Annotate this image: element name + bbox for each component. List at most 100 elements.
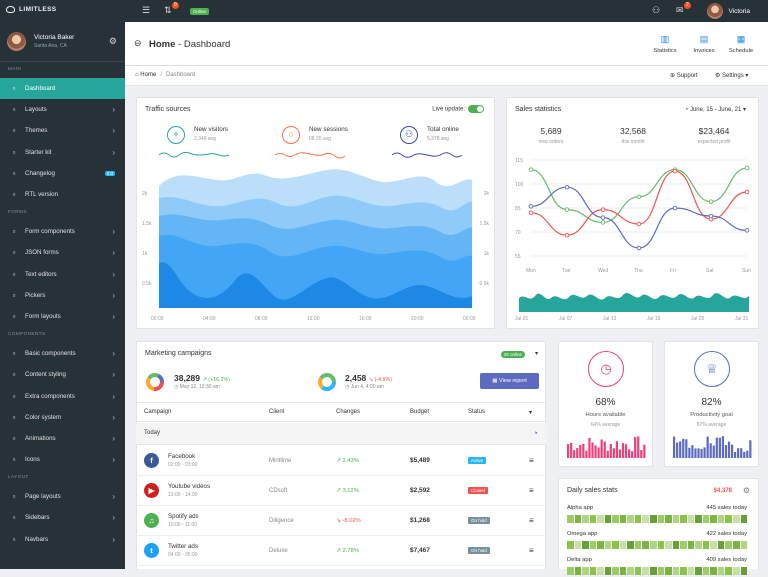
sidebar-item-basic-components[interactable]: ▫ Basic components › [0, 343, 125, 364]
sidebar-item-changelog[interactable]: ▫ Changelog 2.0 [0, 163, 125, 184]
star-icon: ▫ [12, 455, 16, 465]
bar [579, 444, 582, 458]
clock-icon: ◷ [588, 351, 624, 387]
kpi-1-date: ◷ May 12, 12:30 am [174, 384, 220, 390]
sidebar-item-themes[interactable]: ▫ Themes › [0, 120, 125, 141]
sidebar-item-text-editors[interactable]: ▫ Text editors › [0, 264, 125, 285]
col-status[interactable]: Status [468, 409, 486, 415]
bar [606, 450, 609, 458]
sparkline-online [391, 152, 463, 158]
breadcrumb-home[interactable]: Home [140, 72, 157, 78]
statistics-button[interactable]: ▥ Statistics [647, 34, 683, 54]
heat-cell [657, 541, 665, 549]
sidebar-item-dashboard[interactable]: ▫ Dashboard [0, 78, 125, 100]
sidebar-item-layouts[interactable]: ▫ Layouts › [0, 99, 125, 120]
support-link[interactable]: ⊕ Support [670, 73, 698, 79]
status-badge[interactable]: On hold [468, 517, 490, 524]
sidebar-item-json-forms[interactable]: ▫ JSON forms › [0, 242, 125, 263]
table-row[interactable]: f Facebook 02:00 - 03:00 Mintlime ↗ 2.43% $5,… [136, 446, 546, 476]
profit-label: expected profit [697, 139, 731, 145]
group-label: Today [144, 430, 161, 436]
client-name: Mintlime [269, 458, 292, 464]
chevron-down-icon[interactable]: ▾ [534, 351, 538, 357]
sidebar-item-form-layouts[interactable]: ▫ Form layouts › [0, 306, 125, 327]
y-tick-left: 1k [142, 251, 148, 257]
sidebar-item-extra-components[interactable]: ▫ Extra components › [0, 385, 125, 406]
sidebar-item-rtl-version[interactable]: ▫ RTL version [0, 184, 125, 205]
sidebar-toggle-icon[interactable]: ☰ [142, 5, 151, 15]
date-range-picker[interactable]: ◔ June, 15 - June, 21 ▾ [684, 107, 746, 113]
table-row[interactable]: ♫ Spotify ads 10:00 - 11:00 Diligence ↘ -8.0… [136, 506, 546, 536]
gear-icon[interactable]: ⚙ [742, 486, 750, 495]
chevron-down-icon[interactable]: ▾ [529, 410, 533, 416]
status-badge[interactable]: Active [468, 457, 487, 464]
col-client[interactable]: Client [269, 409, 285, 415]
gear-icon[interactable]: ⚙ [108, 36, 117, 46]
row-menu-icon[interactable]: ≡ [529, 486, 534, 495]
heat-bar [567, 541, 748, 549]
section-forms: FORMS [8, 210, 27, 216]
sidebar-item-navbars[interactable]: ▫ Navbars › [0, 529, 125, 550]
y-tick-left: 2k [142, 191, 148, 197]
sidebar-item-animations[interactable]: ▫ Animations › [0, 428, 125, 449]
row-menu-icon[interactable]: ≡ [529, 456, 534, 465]
pie-icon[interactable]: ◔ [532, 428, 538, 438]
sidebar-item-icons[interactable]: ▫ Icons › [0, 449, 125, 470]
sidebar: Victoria Baker Santa Ana, CA ⚙ MAIN ▫ Das… [0, 22, 125, 569]
sidebar-item-pickers[interactable]: ▫ Pickers › [0, 285, 125, 306]
x-tick: Tue [562, 268, 571, 274]
status-badge[interactable]: On hold [468, 547, 490, 554]
campaign-name[interactable]: Spotify ads [168, 513, 199, 520]
col-changes[interactable]: Changes [336, 409, 361, 415]
sales-statistics-card: Sales statistics ◔ June, 15 - June, 21 ▾… [506, 97, 759, 329]
breadcrumb: ⌂ Home / Dashboard [135, 72, 196, 78]
heat-cell [687, 541, 695, 549]
x2-tick: Jul 19 [647, 316, 661, 322]
bar [697, 448, 700, 458]
daily-sales-row: Alpha app 445 sales today [567, 505, 748, 525]
campaign-time: 02:00 - 03:00 [168, 462, 198, 468]
sidebar-avatar[interactable] [7, 32, 26, 51]
bar [734, 451, 737, 458]
col-budget[interactable]: Budget [410, 409, 430, 415]
bar [679, 441, 682, 458]
col-campaign[interactable]: Campaign [144, 409, 172, 415]
traffic-sources-card: Traffic sources Live update: + New visit… [136, 97, 495, 329]
brand[interactable]: LIMITLESS [6, 6, 57, 13]
table-row[interactable]: t Twitter ads 04:00 - 05:00 Deluxe ↗ 2.78% $7… [136, 536, 546, 566]
user-menu[interactable]: Victoria [707, 3, 750, 19]
bar [594, 445, 597, 458]
status-badge[interactable]: Closed [468, 487, 489, 494]
row-menu-icon[interactable]: ≡ [529, 546, 534, 555]
campaign-name[interactable]: Facebook [168, 453, 196, 460]
live-update-toggle[interactable]: Live update: [432, 105, 484, 113]
trend-up-icon: ↗ [336, 548, 343, 554]
picker-icon: ▫ [12, 290, 16, 300]
settings-dropdown[interactable]: ⚙ Settings ▾ [715, 73, 749, 79]
users-icon[interactable]: ⚇ [652, 5, 661, 15]
row-menu-icon[interactable]: ≡ [529, 516, 534, 525]
sidebar-item-starter-kit[interactable]: ▫ Starter kit › [0, 142, 125, 163]
chevron-right-icon: › [112, 290, 115, 300]
back-arrow-icon[interactable]: ⊖ [134, 38, 142, 48]
campaign-name[interactable]: Twitter ads [168, 543, 198, 550]
chevron-right-icon: › [112, 311, 115, 321]
chevron-right-icon: › [112, 269, 115, 279]
git-icon[interactable]: ⇅ [164, 5, 172, 15]
sidebar-item-label: Starter kit [25, 148, 52, 156]
view-report-button[interactable]: ▦ View report [480, 373, 539, 389]
sidebar-item-color-system[interactable]: ▫ Color system › [0, 407, 125, 428]
sidebar-item-form-components[interactable]: ▫ Form components › [0, 221, 125, 242]
sidebar-item-page-layouts[interactable]: ▫ Page layouts › [0, 486, 125, 507]
messages-icon[interactable]: ✉ [676, 5, 684, 15]
invoices-button[interactable]: ▤ Invoices [686, 34, 722, 54]
new-orders-value: 5,689 [540, 126, 562, 136]
heat-cell [642, 541, 650, 549]
table-row[interactable]: ▶ Youtube videos 13:00 - 14:00 CDsoft ↗ 3.12… [136, 476, 546, 506]
campaign-name[interactable]: Youtube videos [168, 483, 211, 490]
sidebar-item-sidebars[interactable]: ▫ Sidebars › [0, 507, 125, 528]
budget-value: $5,489 [410, 457, 430, 464]
schedule-button[interactable]: ▦ Schedule [723, 34, 759, 54]
chevron-right-icon: › [112, 391, 115, 401]
sidebar-item-content-styling[interactable]: ▫ Content styling › [0, 364, 125, 385]
